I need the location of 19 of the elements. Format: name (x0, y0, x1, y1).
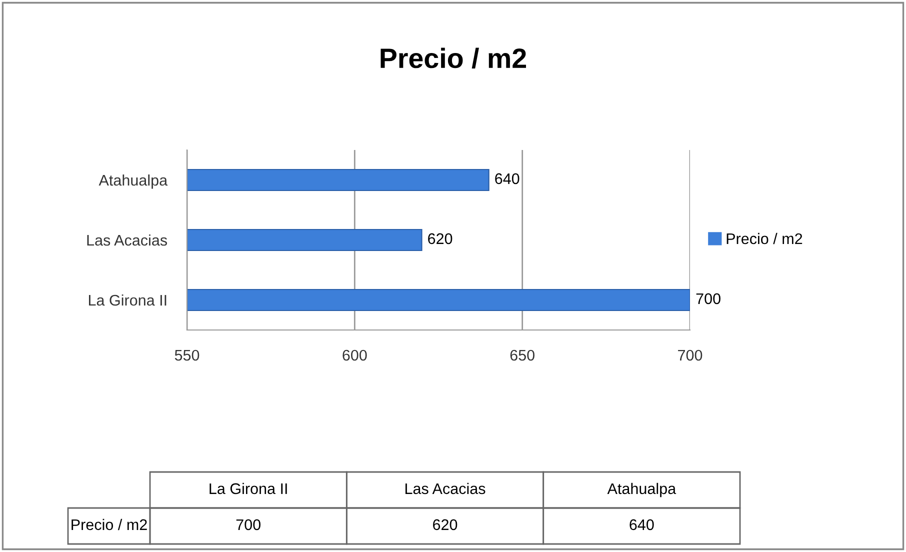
data-label: 700 (696, 293, 720, 304)
y-tick-label: La Girona II (88, 294, 166, 306)
x-tick-label: 550 (174, 350, 200, 361)
y-tick-label: Atahualpa (98, 174, 168, 189)
data-label: 620 (428, 233, 452, 244)
text: Precio / m2 (72, 518, 147, 530)
text: 620 (433, 519, 458, 530)
y-tick-label: Las Acacias (87, 234, 168, 246)
x-tick-label: 600 (342, 350, 367, 361)
x-tick-label: 650 (510, 350, 534, 361)
x-tick-label: 700 (678, 350, 702, 361)
category-label: Las Acacias (405, 482, 486, 494)
text: 700 (236, 519, 260, 530)
text: 640 (630, 519, 654, 530)
legend-label: Precio / m2 (726, 232, 802, 244)
chart-title: Precio / m2 (380, 48, 526, 68)
data-label: 640 (495, 173, 520, 184)
category-label: Atahualpa (607, 482, 676, 498)
category-label: La Girona II (210, 482, 287, 494)
